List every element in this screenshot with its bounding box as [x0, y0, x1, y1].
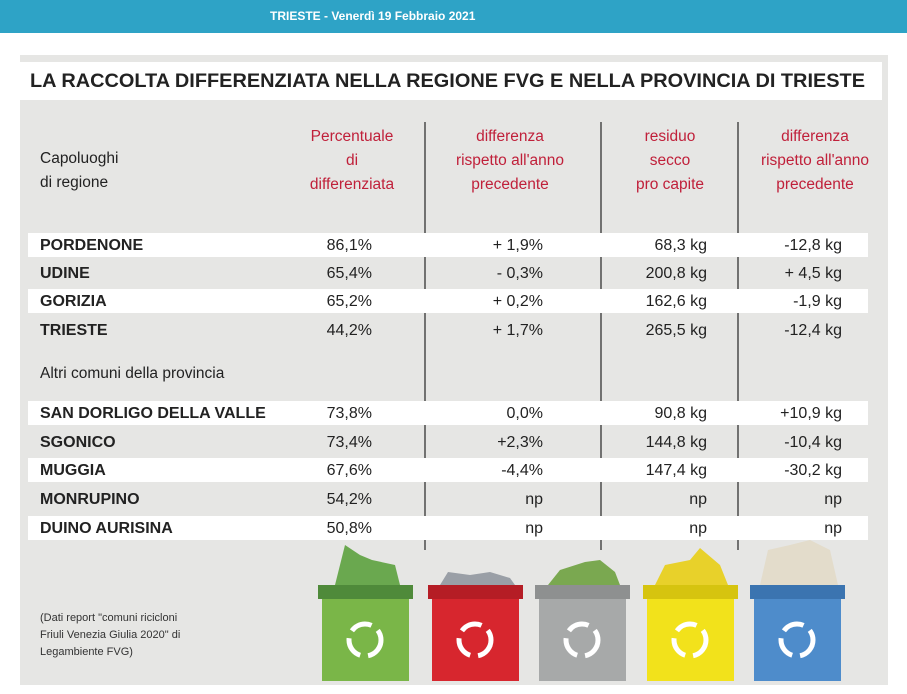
column-header: differenziata — [310, 176, 395, 193]
cell: np — [525, 491, 543, 508]
row-band — [28, 289, 868, 313]
cell: + 1,9% — [493, 237, 543, 254]
row-label: PORDENONE — [40, 237, 143, 254]
row-label: DUINO AURISINA — [40, 520, 173, 537]
row-label: GORIZIA — [40, 293, 107, 310]
cell: + 0,2% — [493, 293, 543, 310]
column-header: residuo — [645, 128, 696, 145]
cell: 0,0% — [507, 405, 543, 422]
cell: 144,8 kg — [646, 434, 707, 451]
cell: -1,9 kg — [793, 293, 842, 310]
cell: 265,5 kg — [646, 322, 707, 339]
row-band — [28, 516, 868, 540]
row-band — [28, 401, 868, 425]
title: LA RACCOLTA DIFFERENZIATA NELLA REGIONE … — [30, 70, 865, 92]
cell: 86,1% — [327, 237, 372, 254]
cell: 147,4 kg — [646, 462, 707, 479]
cell: -12,4 kg — [784, 322, 842, 339]
cell: +10,9 kg — [780, 405, 842, 422]
footnote: Friuli Venezia Giulia 2020" di — [40, 629, 180, 641]
column-header: rispetto all'anno — [761, 152, 869, 169]
footnote: Legambiente FVG) — [40, 646, 133, 658]
column-header: precedente — [471, 176, 549, 193]
column-header: secco — [650, 152, 691, 169]
cell: 162,6 kg — [646, 293, 707, 310]
row-label: SGONICO — [40, 434, 116, 451]
column-header: precedente — [776, 176, 854, 193]
title-band — [20, 62, 882, 100]
cell: 73,8% — [327, 405, 372, 422]
cell: 44,2% — [327, 322, 372, 339]
cell: + 1,7% — [493, 322, 543, 339]
top-bar: TRIESTE - Venerdì 19 Febbraio 2021 — [0, 0, 907, 33]
row-label: TRIESTE — [40, 322, 108, 339]
column-header: di regione — [40, 174, 108, 191]
column-header: Capoluoghi — [40, 150, 118, 167]
cell: 68,3 kg — [655, 237, 707, 254]
column-header: rispetto all'anno — [456, 152, 564, 169]
bin-red — [428, 572, 523, 681]
row-label: MUGGIA — [40, 462, 106, 479]
bin-gray — [535, 560, 630, 681]
bin-yellow — [643, 548, 738, 681]
cell: + 4,5 kg — [785, 265, 842, 282]
column-header: pro capite — [636, 176, 704, 193]
cell: np — [689, 491, 707, 508]
cell: -12,8 kg — [784, 237, 842, 254]
bins — [318, 540, 845, 681]
cell: 50,8% — [327, 520, 372, 537]
row-band — [28, 458, 868, 482]
row-label: SAN DORLIGO DELLA VALLE — [40, 405, 266, 422]
date: TRIESTE - Venerdì 19 Febbraio 2021 — [270, 9, 476, 23]
cell: +2,3% — [497, 434, 543, 451]
cell: 65,4% — [327, 265, 372, 282]
column-header: differenza — [476, 128, 544, 145]
cell: 54,2% — [327, 491, 372, 508]
cell: -4,4% — [501, 462, 543, 479]
row-label: UDINE — [40, 265, 90, 282]
cell: np — [824, 491, 842, 508]
cell: 73,4% — [327, 434, 372, 451]
cell: np — [824, 520, 842, 537]
bin-green — [318, 545, 413, 681]
column-header: differenza — [781, 128, 849, 145]
column-header: di — [346, 152, 358, 169]
cell: -30,2 kg — [784, 462, 842, 479]
column-header: Percentuale — [311, 128, 394, 145]
cell: - 0,3% — [497, 265, 543, 282]
cell: np — [689, 520, 707, 537]
row-label: MONRUPINO — [40, 491, 140, 508]
bin-blue — [750, 540, 845, 681]
cell: 90,8 kg — [655, 405, 707, 422]
row-band — [28, 233, 868, 257]
section-label: Altri comuni della provincia — [40, 365, 225, 382]
footnote: (Dati report "comuni ricicloni — [40, 612, 177, 624]
cell: 67,6% — [327, 462, 372, 479]
cell: np — [525, 520, 543, 537]
cell: 200,8 kg — [646, 265, 707, 282]
cell: -10,4 kg — [784, 434, 842, 451]
cell: 65,2% — [327, 293, 372, 310]
